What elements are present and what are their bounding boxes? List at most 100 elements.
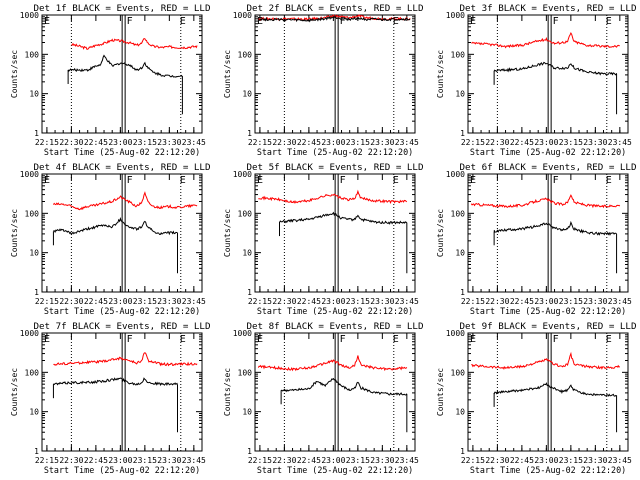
series-line (258, 15, 411, 23)
detector-panel-4: Det 4f BLACK = Events, RED = LLD 1 10 100 10… (10, 162, 211, 316)
y-tick-label: 10 (242, 249, 252, 258)
x-axis-label: Start Time (25-Aug-02 22:12:20) (470, 147, 626, 157)
y-tick-label: 10 (455, 249, 465, 258)
marker-label-F: F (127, 334, 133, 345)
x-tick-label: 22:15 (248, 297, 272, 306)
marker-label-E: E (180, 334, 186, 345)
marker-label-E: E (470, 175, 476, 186)
x-tick-label: 23:00 (534, 297, 558, 306)
x-tick-label: 23:45 (182, 297, 206, 306)
y-tick-label: 10 (242, 90, 252, 99)
x-tick-label: 23:45 (608, 138, 632, 147)
y-axis-label: Counts/sec (223, 368, 232, 416)
x-tick-label: 23:15 (346, 297, 370, 306)
marker-label-E: E (606, 175, 612, 186)
x-tick-label: 22:30 (485, 456, 509, 465)
y-tick-label: 1 (247, 129, 252, 138)
y-tick-label: 1 (34, 447, 39, 456)
x-tick-label: 22:30 (485, 138, 509, 147)
x-tick-label: 23:15 (133, 138, 157, 147)
y-tick-label: 100 (25, 50, 40, 59)
y-axis-label: Counts/sec (436, 50, 445, 98)
marker-label-E: E (393, 16, 399, 27)
x-tick-label: 22:15 (35, 297, 59, 306)
marker-label-F: F (553, 334, 559, 345)
marker-label-F: F (340, 16, 346, 27)
series-line (471, 351, 621, 370)
marker-label-E: E (44, 16, 50, 27)
y-tick-label: 10 (455, 408, 465, 417)
series-line (257, 355, 408, 372)
marker-label-F: F (127, 16, 133, 27)
detector-panel-7: Det 7f BLACK = Events, RED = LLD 1 10 100 10… (10, 321, 211, 475)
x-tick-label: 22:15 (35, 138, 59, 147)
detector-panel-9: Det 9f BLACK = Events, RED = LLD 1 10 100 10… (436, 321, 637, 475)
x-tick-label: 23:30 (583, 297, 607, 306)
x-tick-label: 22:15 (461, 456, 485, 465)
detector-panel-2: Det 2f BLACK = Events, RED = LLD 1 10 100 10… (223, 3, 424, 157)
y-tick-label: 1 (460, 129, 465, 138)
y-axis-label: Counts/sec (10, 209, 19, 257)
marker-label-E: E (606, 16, 612, 27)
x-tick-label: 22:15 (461, 138, 485, 147)
y-tick-label: 100 (238, 50, 253, 59)
y-tick-label: 1000 (20, 329, 39, 338)
x-tick-label: 23:15 (559, 297, 583, 306)
y-tick-label: 10 (455, 90, 465, 99)
y-axis-label: Counts/sec (10, 368, 19, 416)
x-tick-label: 23:30 (583, 456, 607, 465)
y-tick-label: 1000 (233, 11, 252, 20)
x-tick-label: 23:45 (395, 138, 419, 147)
marker-label-E: E (606, 334, 612, 345)
x-tick-label: 23:30 (157, 138, 181, 147)
y-tick-label: 1000 (446, 329, 465, 338)
x-tick-label: 23:30 (370, 297, 394, 306)
y-tick-label: 100 (451, 209, 466, 218)
x-tick-label: 23:15 (559, 456, 583, 465)
y-tick-label: 100 (238, 209, 253, 218)
series-line (53, 216, 178, 236)
marker-label-F: F (553, 175, 559, 186)
panel-title: Det 5f BLACK = Events, RED = LLD (246, 162, 423, 173)
marker-label-E: E (470, 334, 476, 345)
x-tick-label: 23:00 (321, 297, 345, 306)
y-axis-label: Counts/sec (10, 50, 19, 98)
x-tick-label: 23:30 (583, 138, 607, 147)
x-tick-label: 23:45 (608, 456, 632, 465)
x-tick-label: 22:45 (510, 456, 534, 465)
marker-label-F: F (340, 334, 346, 345)
marker-label-F: F (127, 175, 133, 186)
x-tick-label: 22:45 (297, 456, 321, 465)
y-tick-label: 100 (451, 50, 466, 59)
y-tick-label: 100 (25, 209, 40, 218)
y-tick-label: 1 (34, 288, 39, 297)
panel-title: Det 2f BLACK = Events, RED = LLD (246, 3, 423, 14)
x-tick-label: 23:45 (395, 456, 419, 465)
x-tick-label: 23:15 (346, 138, 370, 147)
x-tick-label: 22:45 (84, 456, 108, 465)
x-tick-label: 22:15 (248, 138, 272, 147)
x-tick-label: 23:30 (370, 456, 394, 465)
marker-label-E: E (44, 334, 50, 345)
x-tick-label: 23:00 (534, 138, 558, 147)
x-tick-label: 23:00 (108, 297, 132, 306)
detector-panel-8: Det 8f BLACK = Events, RED = LLD 1 10 100 10… (223, 321, 424, 475)
marker-label-F: F (553, 16, 559, 27)
x-tick-label: 23:15 (346, 456, 370, 465)
series-line (53, 377, 178, 387)
panel-title: Det 8f BLACK = Events, RED = LLD (246, 321, 423, 332)
x-tick-label: 22:30 (272, 456, 296, 465)
series-line (53, 352, 198, 367)
y-tick-label: 1000 (20, 170, 39, 179)
marker-label-E: E (257, 175, 263, 186)
x-tick-label: 23:30 (370, 138, 394, 147)
y-tick-label: 100 (451, 368, 466, 377)
x-tick-label: 22:45 (510, 138, 534, 147)
marker-label-E: E (180, 175, 186, 186)
x-tick-label: 23:45 (182, 138, 206, 147)
x-tick-label: 22:15 (35, 456, 59, 465)
y-tick-label: 1 (34, 129, 39, 138)
x-axis-label: Start Time (25-Aug-02 22:12:20) (257, 147, 413, 157)
y-axis-label: Counts/sec (436, 209, 445, 257)
